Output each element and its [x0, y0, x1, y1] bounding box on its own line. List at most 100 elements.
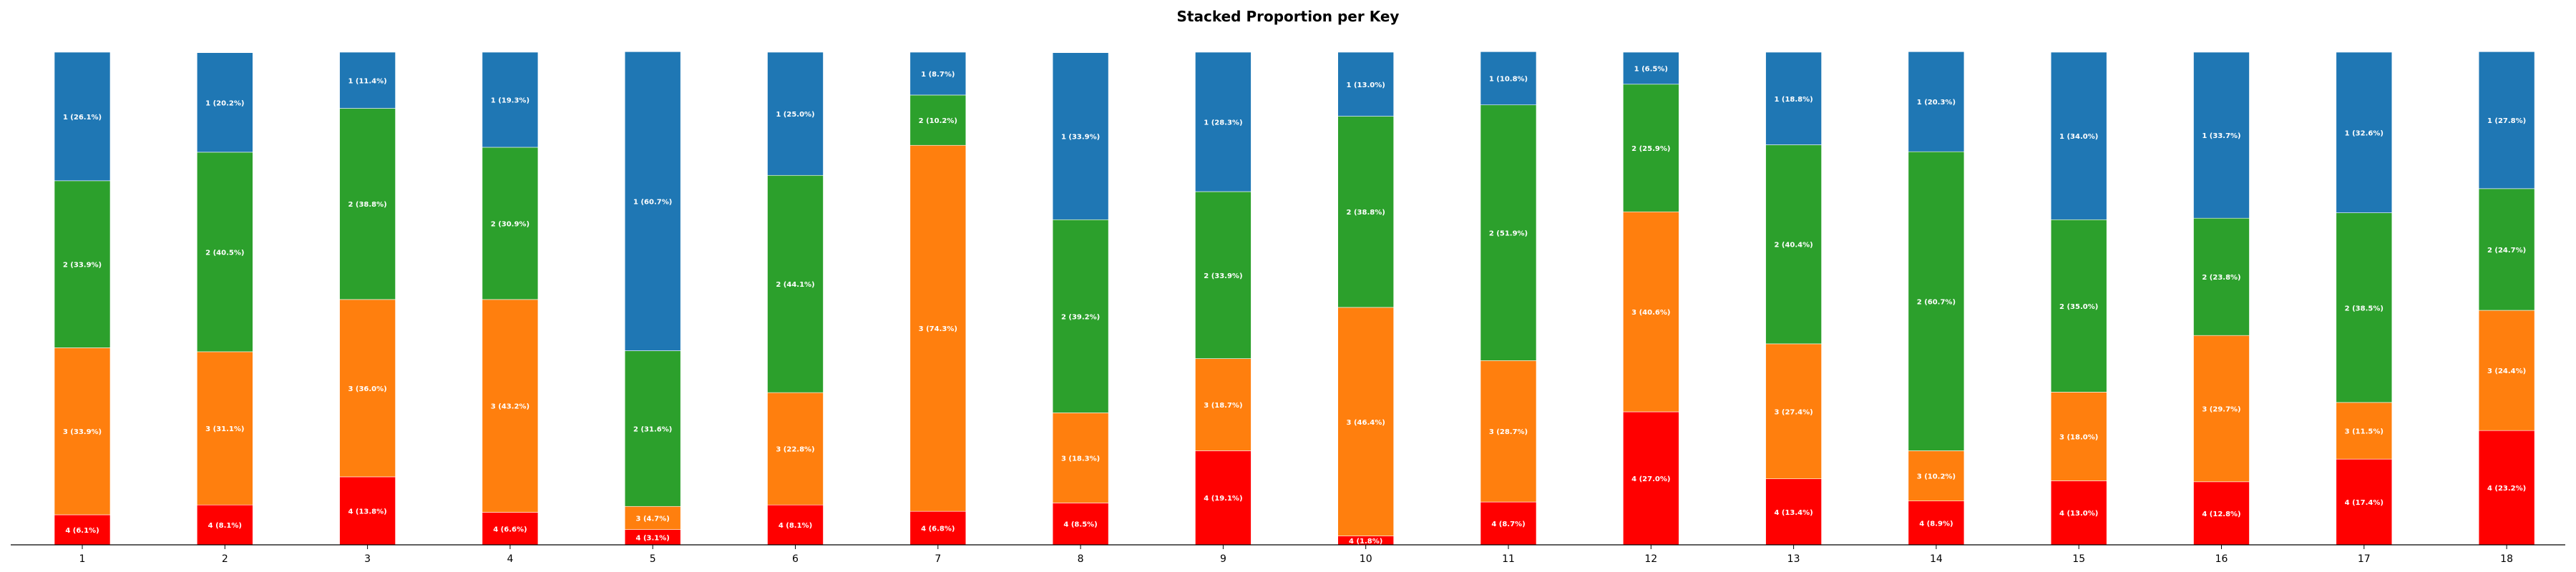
bar-segment-key-2-cat-7: [909, 94, 967, 146]
segment-label-key-4-cat-6: 4 (8.1%): [779, 522, 812, 530]
segment-label-key-2-cat-9: 2 (33.9%): [1204, 272, 1242, 280]
segment-label-key-3-cat-12: 3 (40.6%): [1631, 309, 1670, 317]
bar-segment-key-1-cat-12: [1623, 51, 1679, 85]
bar-segment-key-1-cat-10: [1337, 51, 1394, 117]
bar-segment-key-1-cat-8: [1052, 52, 1109, 220]
segment-label-key-2-cat-15: 2 (35.0%): [2059, 303, 2098, 311]
x-tick-label-9: 9: [1220, 553, 1226, 565]
segment-label-key-3-cat-14: 3 (10.2%): [1917, 473, 1956, 481]
bar-segment-key-3-cat-7: [909, 144, 967, 512]
segment-label-key-3-cat-2: 3 (31.1%): [205, 425, 244, 433]
segment-label-key-1-cat-18: 1 (27.8%): [2487, 117, 2526, 125]
x-tick-label-1: 1: [79, 553, 86, 565]
segment-label-key-1-cat-7: 1 (8.7%): [921, 71, 955, 79]
bar-segment-key-3-cat-14: [1908, 450, 1965, 501]
segment-label-key-2-cat-16: 2 (23.8%): [2202, 274, 2240, 282]
x-tick-label-6: 6: [792, 553, 799, 565]
segment-label-key-1-cat-3: 1 (11.4%): [348, 77, 386, 85]
bar-segment-key-1-cat-16: [2193, 51, 2250, 219]
segment-label-key-4-cat-14: 4 (8.9%): [1919, 520, 1953, 528]
segment-label-key-1-cat-16: 1 (33.7%): [2202, 132, 2240, 140]
bar-segment-key-1-cat-14: [1908, 51, 1965, 152]
bar-segment-key-3-cat-5: [624, 506, 681, 530]
segment-label-key-3-cat-13: 3 (27.4%): [1774, 408, 1813, 416]
segment-label-key-4-cat-18: 4 (23.2%): [2487, 485, 2526, 493]
x-tick-label-4: 4: [507, 553, 513, 565]
segment-label-key-3-cat-10: 3 (46.4%): [1347, 419, 1385, 427]
x-tick-label-12: 12: [1644, 553, 1657, 565]
segment-label-key-2-cat-7: 2 (10.2%): [919, 117, 957, 125]
chart-title: Stacked Proportion per Key: [1177, 8, 1400, 25]
segment-label-key-2-cat-2: 2 (40.5%): [205, 249, 244, 257]
bar-segment-key-1-cat-5: [624, 51, 681, 351]
segment-label-key-1-cat-2: 1 (20.2%): [205, 99, 244, 107]
bar-segment-key-4-cat-7: [909, 511, 967, 546]
bar-segment-key-3-cat-11: [1480, 360, 1537, 503]
segment-label-key-4-cat-16: 4 (12.8%): [2202, 511, 2240, 518]
x-tick-label-11: 11: [1502, 553, 1515, 565]
bar-segment-key-3-cat-18: [2478, 310, 2535, 431]
segment-label-key-4-cat-3: 4 (13.8%): [348, 508, 386, 516]
bar-segment-key-3-cat-6: [767, 392, 824, 506]
segment-label-key-2-cat-13: 2 (40.4%): [1774, 242, 1813, 250]
bar-segment-key-4-cat-8: [1052, 503, 1109, 546]
segment-label-key-1-cat-9: 1 (28.3%): [1204, 119, 1242, 127]
segment-label-key-1-cat-11: 1 (10.8%): [1489, 76, 1528, 84]
segment-label-key-4-cat-17: 4 (17.4%): [2345, 499, 2384, 507]
bar-segment-key-3-cat-2: [196, 351, 253, 506]
bar-segment-key-2-cat-5: [624, 350, 681, 507]
segment-label-key-4-cat-12: 4 (27.0%): [1631, 475, 1670, 483]
bar-segment-key-2-cat-2: [196, 152, 253, 352]
segment-label-key-3-cat-6: 3 (22.8%): [776, 446, 814, 454]
x-tick-label-15: 15: [2072, 553, 2085, 565]
bar-segment-key-1-cat-17: [2336, 51, 2393, 213]
bars-group: 4 (6.1%) 3 (33.9%) 2 (33.9%) 1 (26.1%) 4 (8.…: [54, 51, 2535, 546]
bar-segment-key-1-cat-3: [339, 51, 396, 109]
bar-segment-key-1-cat-11: [1480, 51, 1537, 106]
bar-segment-key-2-cat-11: [1480, 104, 1537, 361]
segment-label-key-2-cat-8: 2 (39.2%): [1061, 313, 1100, 321]
segment-label-key-3-cat-7: 3 (74.3%): [919, 325, 957, 333]
x-tick-label-7: 7: [935, 553, 941, 565]
bar-segment-key-4-cat-18: [2478, 430, 2535, 546]
x-tick-label-10: 10: [1360, 553, 1372, 565]
x-tick-label-5: 5: [650, 553, 656, 565]
segment-label-key-1-cat-12: 1 (6.5%): [1634, 65, 1668, 73]
segment-label-key-3-cat-1: 3 (33.9%): [63, 428, 102, 436]
segment-label-key-1-cat-6: 1 (25.0%): [776, 111, 814, 119]
segment-label-key-1-cat-8: 1 (33.9%): [1061, 133, 1100, 141]
segment-label-key-4-cat-10: 4 (1.8%): [1349, 538, 1382, 546]
bar-segment-key-4-cat-16: [2193, 481, 2250, 546]
segment-label-key-3-cat-16: 3 (29.7%): [2202, 405, 2240, 413]
segment-label-key-2-cat-3: 2 (38.8%): [348, 201, 386, 209]
segment-label-key-3-cat-17: 3 (11.5%): [2345, 428, 2384, 436]
bar-segment-key-4-cat-15: [2050, 480, 2107, 546]
segment-label-key-4-cat-2: 4 (8.1%): [208, 522, 242, 530]
x-tick-label-17: 17: [2358, 553, 2371, 565]
segment-label-key-3-cat-8: 3 (18.3%): [1061, 455, 1100, 463]
segment-label-key-4-cat-13: 4 (13.4%): [1774, 509, 1813, 517]
bar-segment-key-1-cat-2: [196, 52, 253, 153]
bar-segment-key-1-cat-13: [1765, 51, 1822, 145]
segment-label-key-2-cat-4: 2 (30.9%): [491, 220, 530, 228]
bar-segment-key-2-cat-9: [1195, 191, 1252, 359]
bar-segment-key-4-cat-17: [2336, 458, 2393, 546]
segment-label-key-2-cat-5: 2 (31.6%): [633, 425, 672, 433]
bar-segment-key-1-cat-4: [482, 51, 539, 148]
x-tick-label-18: 18: [2500, 553, 2513, 565]
bar-segment-key-3-cat-16: [2193, 335, 2250, 483]
segment-label-key-1-cat-15: 1 (34.0%): [2059, 133, 2098, 141]
segment-label-key-3-cat-4: 3 (43.2%): [491, 403, 530, 411]
bar-segment-key-2-cat-14: [1908, 151, 1965, 451]
bar-segment-key-2-cat-13: [1765, 144, 1822, 345]
bar-segment-key-3-cat-8: [1052, 413, 1109, 503]
bar-segment-key-3-cat-15: [2050, 392, 2107, 481]
bar-segment-key-2-cat-12: [1623, 84, 1679, 212]
x-tick-label-16: 16: [2215, 553, 2228, 565]
bar-segment-key-4-cat-14: [1908, 500, 1965, 546]
segment-label-key-3-cat-3: 3 (36.0%): [348, 385, 386, 393]
segment-label-key-1-cat-5: 1 (60.7%): [633, 198, 672, 206]
bar-segment-key-2-cat-3: [339, 108, 396, 300]
bar-segment-key-2-cat-17: [2336, 212, 2393, 403]
segment-label-key-3-cat-15: 3 (18.0%): [2059, 433, 2098, 441]
